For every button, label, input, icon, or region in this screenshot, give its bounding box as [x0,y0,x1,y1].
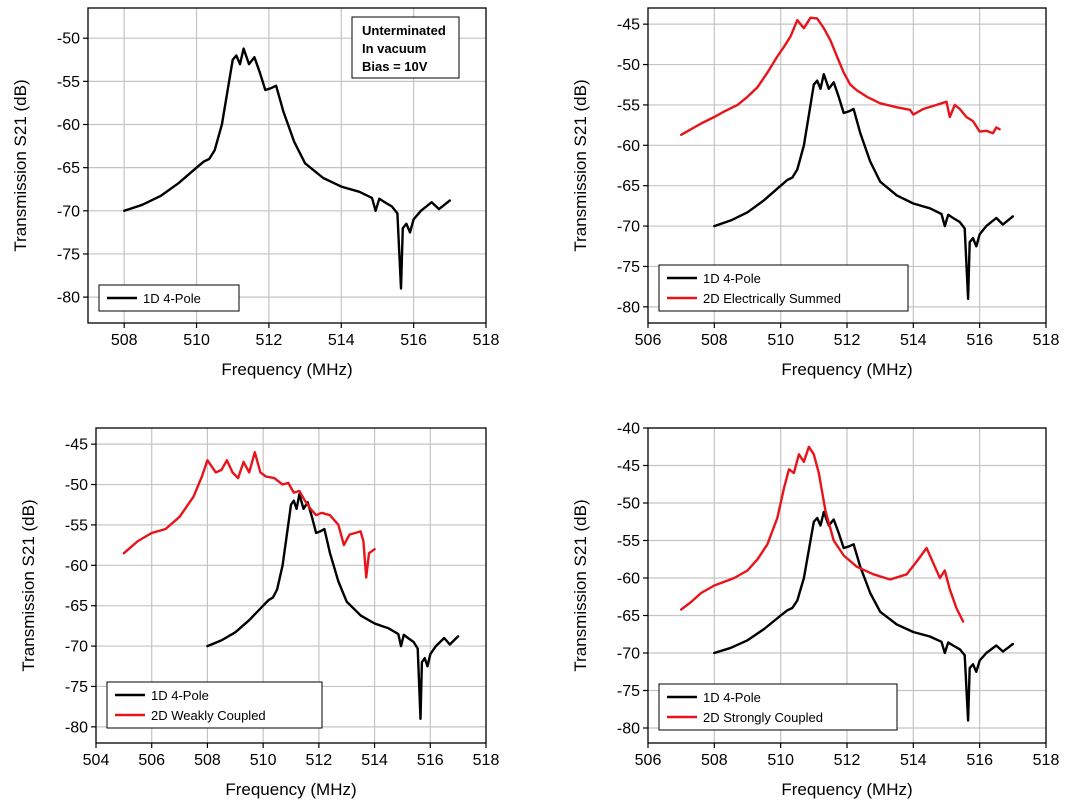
series-line-red-series [122,451,376,579]
y-axis-label: Transmission S21 (dB) [19,499,38,671]
y-tick-label: -55 [617,97,640,114]
y-tick-label: -40 [617,421,640,438]
x-tick-label: 510 [767,332,794,349]
y-tick-label: -65 [57,160,80,177]
series-line-1d-4-pole [122,47,451,290]
series-line-red-series [680,16,1001,137]
legend-box [106,681,323,729]
y-tick-label: -75 [57,246,80,263]
legend-label: 1D 4-Pole [703,690,761,705]
y-tick-label: -70 [65,639,88,656]
legend-box [658,683,898,731]
x-tick-label: 514 [900,332,927,349]
chart-panel-bottom-right: 506 508 510 512 514 516 518 -80 -75 -70 -65 -60 -55 -… [571,421,1059,800]
x-tick-label: 514 [900,752,927,769]
annotation-line: Bias = 10V [362,59,428,74]
y-axis-label: Transmission S21 (dB) [11,79,30,251]
x-tick-label: 510 [183,332,210,349]
series-line-1d-4-pole [713,510,1014,722]
y-tick-label: -75 [65,679,88,696]
series-line-1d-4-pole [206,493,460,720]
chart-panel-bottom-left: 504 506 508 510 512 514 516 518 -80 -75 -70 -65 -60 -… [19,427,500,799]
x-tick-label: 508 [194,752,221,769]
x-tick-label: 504 [83,752,110,769]
legend-box [658,264,909,312]
annotation-box [351,16,460,79]
legend-label: 1D 4-Pole [143,291,201,306]
x-tick-label: 518 [473,332,500,349]
y-tick-label: -55 [57,74,80,91]
y-tick-label: -50 [65,477,88,494]
y-tick-label: -60 [617,571,640,588]
y-tick-label: -65 [617,178,640,195]
x-tick-label: 512 [834,752,861,769]
y-tick-label: -80 [57,290,80,307]
x-tick-label: 518 [473,752,500,769]
plot-frame [95,427,487,744]
y-tick-label: -55 [65,517,88,534]
y-tick-label: -65 [617,608,640,625]
x-tick-label: 512 [306,752,333,769]
plot-frame [87,7,487,324]
legend-label: 2D Strongly Coupled [703,710,823,725]
x-tick-label: 518 [1033,752,1060,769]
x-tick-label: 510 [767,752,794,769]
annotation-line: In vacuum [362,41,426,56]
x-axis-label: Frequency (MHz) [221,360,352,379]
legend-label: 1D 4-Pole [151,688,209,703]
x-tick-label: 514 [328,332,355,349]
chart-panel-top-left: 508 510 512 514 516 518 -80 -75 -70 -65 -60 -55 -50 F… [11,7,500,379]
y-axis-label: Transmission S21 (dB) [571,79,590,251]
y-tick-label: -75 [617,683,640,700]
series-line-red-series [680,445,965,623]
y-tick-label: -70 [617,646,640,663]
series-line-1d-4-pole [713,72,1014,300]
x-tick-label: 508 [701,332,728,349]
x-tick-label: 506 [635,752,662,769]
legend-label: 1D 4-Pole [703,271,761,286]
y-tick-label: -55 [617,533,640,550]
y-tick-label: -50 [57,31,80,48]
y-axis-label: Transmission S21 (dB) [571,499,590,671]
x-tick-label: 506 [635,332,662,349]
y-tick-label: -45 [65,437,88,454]
x-axis-label: Frequency (MHz) [781,360,912,379]
chart-panel-top-right: 506 508 510 512 514 516 518 -80 -75 -70 -65 -60 -55 -… [571,7,1060,379]
y-tick-label: -75 [617,259,640,276]
x-tick-label: 516 [966,332,993,349]
y-tick-label: -45 [617,458,640,475]
y-tick-label: -50 [617,496,640,513]
x-tick-label: 514 [361,752,388,769]
x-tick-label: 508 [111,332,138,349]
y-tick-label: -50 [617,57,640,74]
x-axis-label: Frequency (MHz) [225,780,356,799]
y-tick-label: -65 [65,598,88,615]
legend-label: 2D Electrically Summed [703,291,841,306]
x-tick-label: 508 [701,752,728,769]
x-tick-label: 516 [966,752,993,769]
annotation-line: Unterminated [362,23,446,38]
y-tick-label: -70 [57,203,80,220]
x-tick-label: 506 [138,752,165,769]
x-axis-label: Frequency (MHz) [781,780,912,799]
x-tick-label: 516 [417,752,444,769]
y-tick-label: -60 [57,117,80,134]
x-tick-label: 512 [256,332,283,349]
x-tick-label: 512 [834,332,861,349]
y-tick-label: -80 [65,719,88,736]
y-tick-label: -80 [617,721,640,738]
x-tick-label: 510 [250,752,277,769]
y-tick-label: -60 [65,558,88,575]
y-tick-label: -45 [617,17,640,34]
y-tick-label: -60 [617,138,640,155]
x-tick-label: 518 [1033,332,1060,349]
legend-label: 2D Weakly Coupled [151,708,266,723]
y-tick-label: -70 [617,219,640,236]
y-tick-label: -80 [617,299,640,316]
x-tick-label: 516 [400,332,427,349]
